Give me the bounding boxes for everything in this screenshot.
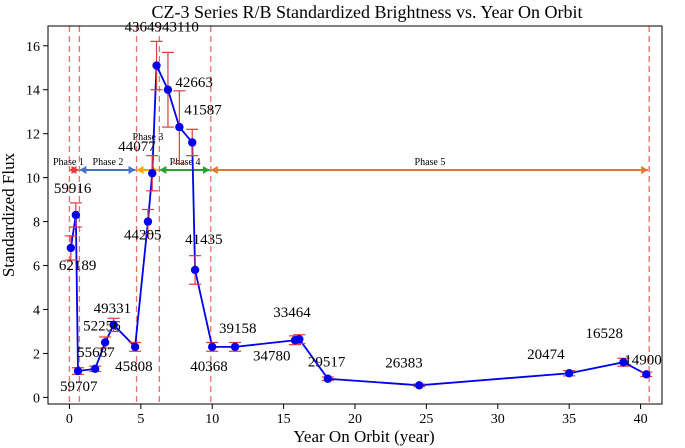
chart-title: CZ-3 Series R/B Standardized Brightness … [152,2,583,22]
x-tick-label: 5 [137,412,144,427]
point-label: 45808 [115,359,153,375]
data-point [190,265,200,275]
phase-annotations: Phase 1 Phase 2 Phase 3 Phase 4 Phase 5 [53,132,649,174]
x-tick-label: 20 [348,412,362,427]
x-tick-label: 15 [277,412,291,427]
point-label: 44077 [118,139,156,155]
data-point [66,243,76,253]
data-point [175,122,184,132]
data-point [642,370,651,379]
y-tick-label: 10 [26,172,40,187]
point-label: 55687 [77,345,115,361]
point-label: 62189 [59,258,97,274]
y-tick-label: 14 [26,84,40,99]
data-point [109,320,118,330]
point-label: 43649 [125,20,163,36]
data-point [130,342,140,352]
data-point [100,338,110,347]
y-axis-title: Standardized Flux [0,152,18,277]
y-tick-label: 2 [33,347,40,362]
y-tick-label: 4 [33,304,40,319]
point-label: 41587 [184,102,222,118]
point-label: 49331 [94,301,131,317]
plot-frame [47,25,663,405]
point-label: 40368 [190,359,228,375]
x-tick-label: 35 [562,412,576,427]
y-tick-label: 8 [33,216,40,231]
data-point [323,374,333,383]
series-line [69,65,647,387]
data-point [230,342,240,352]
data-point [163,85,173,94]
x-tick-label: 40 [634,412,648,427]
phase-label: Phase 5 [415,157,446,168]
point-label: 20474 [527,347,565,363]
data-point [148,169,157,178]
data-point [564,369,574,378]
point-label: 33464 [273,305,311,321]
point-label: 41435 [185,232,223,248]
data-point [188,138,197,147]
x-tick-label: 30 [491,412,505,427]
point-label: 59916 [54,181,92,197]
data-point [152,61,161,70]
data-point [71,210,81,220]
phase-label: Phase 2 [93,157,124,168]
data-point [619,358,628,367]
phase-label: Phase 4 [170,157,201,168]
point-label: 39158 [219,321,257,337]
phase-label: Phase 1 [53,157,84,168]
point-label: 59707 [60,379,98,395]
y-axis-ticks: 0 2 4 6 8 10 12 14 16 [26,40,48,406]
y-tick-label: 16 [26,40,40,55]
point-label: 43110 [162,20,199,36]
y-tick-label: 0 [33,391,40,406]
data-point [143,217,153,226]
y-tick-label: 6 [33,260,40,275]
data-series [64,40,653,390]
x-axis-title: Year On Orbit (year) [293,427,434,446]
point-label: 14900 [624,352,662,368]
data-point [208,342,217,352]
x-tick-label: 10 [205,412,219,427]
data-point [295,334,304,344]
data-point [415,381,424,390]
point-label: 42663 [175,75,213,91]
x-axis-ticks: 0 5 10 15 20 25 30 35 40 [66,404,648,427]
x-tick-label: 0 [66,412,73,427]
point-label: 26383 [385,355,423,371]
data-point [90,364,100,374]
phase-label: Phase 3 [133,132,164,143]
point-label: 34780 [253,348,290,364]
point-label: 16528 [585,326,623,342]
point-label: 29517 [308,355,346,371]
point-label: 52256 [83,318,121,334]
data-point [73,366,83,376]
point-label: 44205 [124,228,162,244]
x-tick-label: 25 [419,412,433,427]
y-tick-label: 12 [26,128,40,143]
